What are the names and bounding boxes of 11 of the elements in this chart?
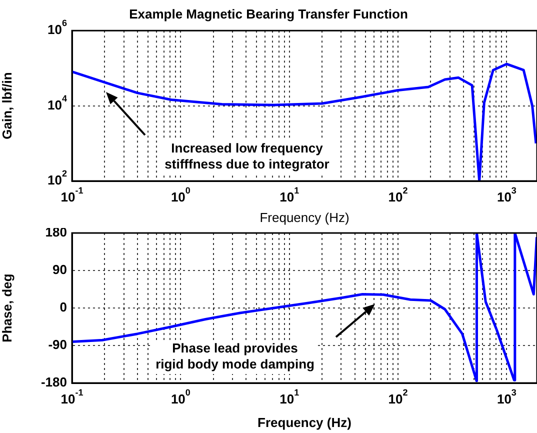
annotation: Increased low frequency stifffness due to integrator	[164, 140, 330, 172]
y-tick-label: -90	[48, 337, 68, 352]
chart-title: Example Magnetic Bearing Transfer Function	[129, 6, 408, 22]
annotation: Phase lead provides rigid body mode damping	[156, 340, 314, 372]
y-axis-title: Gain, lbf/in	[0, 72, 14, 140]
x-axis-title: Frequency (Hz)	[258, 414, 352, 430]
x-axis-title: Frequency (Hz)	[260, 210, 350, 225]
y-axis-title: Phase, deg	[0, 274, 14, 342]
y-tick-label: 90	[52, 262, 68, 278]
y-tick-label: -180	[40, 374, 68, 390]
y-tick-label: 0	[60, 300, 68, 315]
